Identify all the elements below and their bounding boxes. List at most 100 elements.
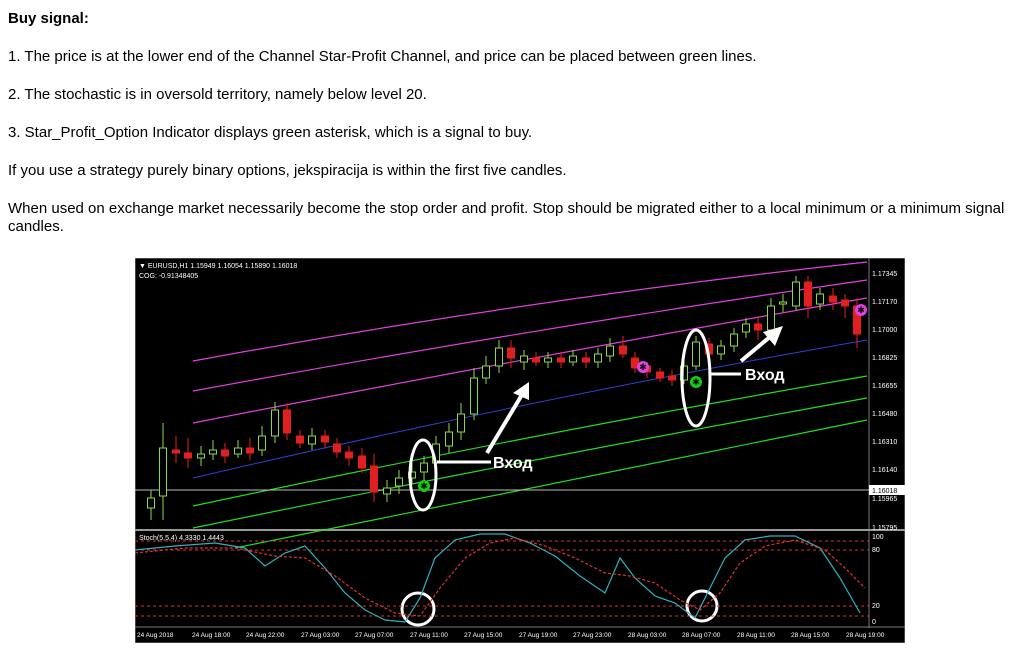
arrow-2-head xyxy=(763,326,783,346)
price-label: 1.16480 xyxy=(872,411,897,418)
stoch-level-label: 80 xyxy=(872,547,880,554)
time-axis-labels: 24 Aug 2018 24 Aug 18:00 24 Aug 22:00 27… xyxy=(137,632,885,639)
time-label: 28 Aug 03:00 xyxy=(628,632,667,639)
annotations: Вход Вход xyxy=(400,326,785,627)
time-label: 28 Aug 19:00 xyxy=(846,632,885,639)
price-label: 1.17170 xyxy=(872,299,897,306)
candle-body xyxy=(308,435,316,445)
candle-body xyxy=(321,435,329,443)
current-price-box xyxy=(869,485,905,495)
section-heading: Buy signal: xyxy=(8,10,89,27)
arrow-1-shaft xyxy=(485,391,525,455)
candle-body xyxy=(816,293,824,305)
time-label: 27 Aug 11:00 xyxy=(410,632,448,639)
entry-label-2: Вход xyxy=(745,367,785,384)
price-label: 1.16140 xyxy=(872,467,897,474)
candle-body xyxy=(172,449,180,454)
price-label: 1.16655 xyxy=(872,383,897,390)
magenta-star-signal-1 xyxy=(637,361,649,373)
candle-body xyxy=(520,355,528,363)
star-icon: ✱ xyxy=(420,481,428,491)
candles-group xyxy=(147,276,861,520)
candle-body xyxy=(221,449,229,457)
stoch-level-label: 100 xyxy=(872,534,884,541)
candle-body xyxy=(631,357,639,369)
time-label: 24 Aug 18:00 xyxy=(192,632,231,639)
time-label: 27 Aug 23:00 xyxy=(573,632,612,639)
green-channel-lines xyxy=(192,375,868,549)
candle-body xyxy=(495,347,503,367)
candle-body xyxy=(197,453,205,459)
price-label: 1.16310 xyxy=(872,439,897,446)
candle-body xyxy=(358,455,366,469)
candle-body xyxy=(582,357,590,363)
candle-body xyxy=(594,353,602,363)
candle-body xyxy=(333,443,341,453)
time-label: 27 Aug 15:00 xyxy=(464,632,503,639)
entry-ellipse-1 xyxy=(408,438,438,512)
candle-body xyxy=(841,299,849,307)
candle-body xyxy=(271,409,279,437)
cog-header: COG: -0.91348405 xyxy=(139,273,198,280)
magenta-line-upper xyxy=(192,261,868,362)
price-label: 1.15795 xyxy=(872,525,897,532)
candle-body xyxy=(668,375,676,381)
candle-body xyxy=(457,413,465,433)
paragraph-3: 3. Star_Profit_Option Indicator displays… xyxy=(8,124,533,141)
price-label: 1.17000 xyxy=(872,327,897,334)
candle-body xyxy=(370,465,378,493)
candle-body xyxy=(395,477,403,487)
time-label: 24 Aug 2018 xyxy=(137,632,174,639)
candle-body xyxy=(804,281,812,307)
price-label: 1.15965 xyxy=(872,496,897,503)
candle-body xyxy=(767,305,775,331)
candle-body xyxy=(532,357,540,363)
paragraph-4: If you use a strategy purely binary opti… xyxy=(8,162,567,179)
blue-center-line xyxy=(192,339,868,479)
current-price-label: 1.16018 xyxy=(872,488,897,495)
star-icon: ✱ xyxy=(639,362,647,372)
star-icon: ✱ xyxy=(692,377,700,387)
candle-body xyxy=(420,462,428,473)
time-label: 27 Aug 19:00 xyxy=(519,632,558,639)
candle-body xyxy=(383,487,391,495)
candle-body xyxy=(283,409,291,434)
stoch-signal-line xyxy=(134,537,866,617)
candle-body xyxy=(606,345,614,357)
stoch-level-label: 0 xyxy=(872,619,876,626)
candle-body xyxy=(234,447,242,455)
candle-body xyxy=(569,355,577,363)
symbol-header: ▼ EURUSD,H1 1.15949 1.16054 1.15890 1.16… xyxy=(139,263,297,270)
candle-body xyxy=(792,281,800,307)
candle-body xyxy=(296,435,304,444)
stoch-header: Stoch(5,5,4) 4.3330 1.4443 xyxy=(139,535,224,542)
green-line-upper xyxy=(192,375,868,507)
green-line-lower xyxy=(234,419,868,549)
candle-body xyxy=(544,357,552,363)
entry-label-1: Вход xyxy=(493,455,533,472)
stoch-level-label: 20 xyxy=(872,603,880,610)
oversold-circle-1 xyxy=(400,591,436,627)
candle-body xyxy=(692,341,700,367)
magenta-star-signal-2 xyxy=(855,304,867,316)
candle-body xyxy=(730,333,738,347)
price-label: 1.17345 xyxy=(872,271,897,278)
time-label: 28 Aug 11:00 xyxy=(737,632,775,639)
candle-body xyxy=(445,431,453,447)
star-signals: ✱ ✱ ✱ ✱ xyxy=(418,304,867,492)
candle-body xyxy=(754,323,762,331)
time-label: 27 Aug 07:00 xyxy=(355,632,394,639)
arrow-1-head xyxy=(513,382,529,400)
candle-body xyxy=(619,345,627,355)
candle-body xyxy=(482,365,490,379)
paragraph-1: 1. The price is at the lower end of the … xyxy=(8,48,757,65)
trading-chart-screenshot: ✱ ✱ ✱ ✱ Вход Вход ▼ EURUSD,H1 1.15949 1.… xyxy=(134,257,906,644)
candle-body xyxy=(829,295,837,303)
stochastic-panel: Stoch(5,5,4) 4.3330 1.4443 100 80 20 0 xyxy=(134,533,884,626)
price-axis-labels: 1.17345 1.17170 1.17000 1.16825 1.16655 … xyxy=(872,271,897,532)
candle-body xyxy=(656,371,664,379)
time-label: 24 Aug 22:00 xyxy=(246,632,285,639)
green-star-signal-1 xyxy=(418,480,430,492)
paragraph-5: When used on exchange market necessarily… xyxy=(8,200,1005,235)
candle-body xyxy=(246,447,254,454)
